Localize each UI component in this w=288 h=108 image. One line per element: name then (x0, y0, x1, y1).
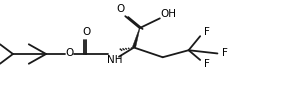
Text: F: F (204, 27, 209, 37)
Text: F: F (204, 59, 209, 69)
Text: O: O (66, 48, 74, 58)
Text: O: O (82, 27, 90, 37)
Text: OH: OH (160, 9, 177, 19)
Polygon shape (132, 28, 140, 48)
Text: O: O (117, 4, 125, 14)
Text: F: F (222, 48, 228, 58)
Text: NH: NH (107, 55, 122, 65)
